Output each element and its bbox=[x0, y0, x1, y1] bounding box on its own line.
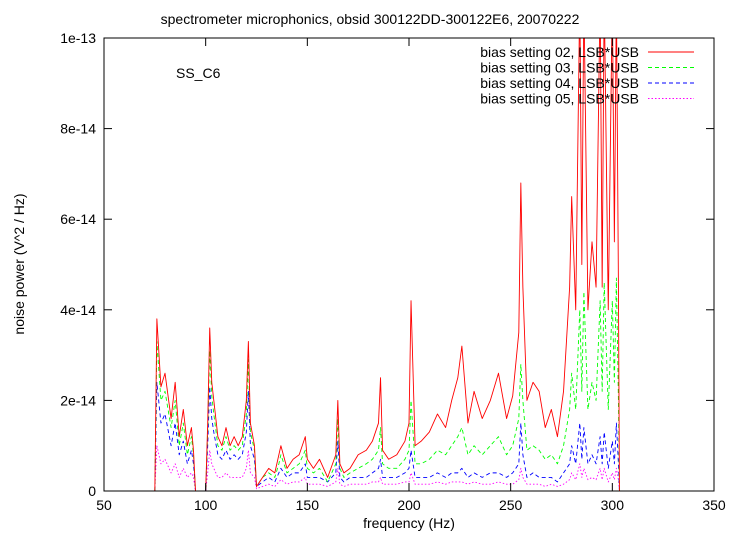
x-tick-label: 350 bbox=[702, 497, 726, 513]
y-tick-label: 6e-14 bbox=[60, 211, 96, 227]
plot-area: 50 100 150 200 250 300 350 0 2e-14 4e-14 6e-14 8e-1… bbox=[60, 30, 726, 513]
chart-title: spectrometer microphonics, obsid 300122D… bbox=[161, 11, 580, 27]
x-axis-label: frequency (Hz) bbox=[363, 515, 455, 531]
series-line-1 bbox=[154, 38, 620, 491]
x-tick-label: 100 bbox=[194, 497, 218, 513]
axis-layer: 50 100 150 200 250 300 350 0 2e-14 4e-14 6e-14 8e-1… bbox=[60, 30, 726, 513]
x-tick-label: 200 bbox=[397, 497, 421, 513]
legend-label: bias setting 05, LSB*USB bbox=[480, 91, 639, 107]
series-line-3 bbox=[154, 381, 620, 491]
series-layer bbox=[154, 38, 620, 491]
legend-label: bias setting 02, LSB*USB bbox=[480, 44, 639, 60]
annotation-label: SS_C6 bbox=[176, 65, 221, 81]
legend-label: bias setting 03, LSB*USB bbox=[480, 60, 639, 76]
x-tick-label: 300 bbox=[601, 497, 625, 513]
x-tick-label: 250 bbox=[499, 497, 523, 513]
y-tick-label: 4e-14 bbox=[60, 302, 96, 318]
y-tick-label: 1e-13 bbox=[60, 30, 96, 46]
x-tick-label: 50 bbox=[96, 497, 112, 513]
series-line-4 bbox=[154, 445, 620, 491]
series-line-2 bbox=[154, 277, 620, 491]
legend-label: bias setting 04, LSB*USB bbox=[480, 75, 639, 91]
y-tick-label: 8e-14 bbox=[60, 121, 96, 137]
y-axis-label: noise power (V^2 / Hz) bbox=[11, 193, 27, 334]
y-tick-label: 0 bbox=[88, 483, 96, 499]
x-tick-label: 150 bbox=[296, 497, 320, 513]
y-tick-label: 2e-14 bbox=[60, 392, 96, 408]
